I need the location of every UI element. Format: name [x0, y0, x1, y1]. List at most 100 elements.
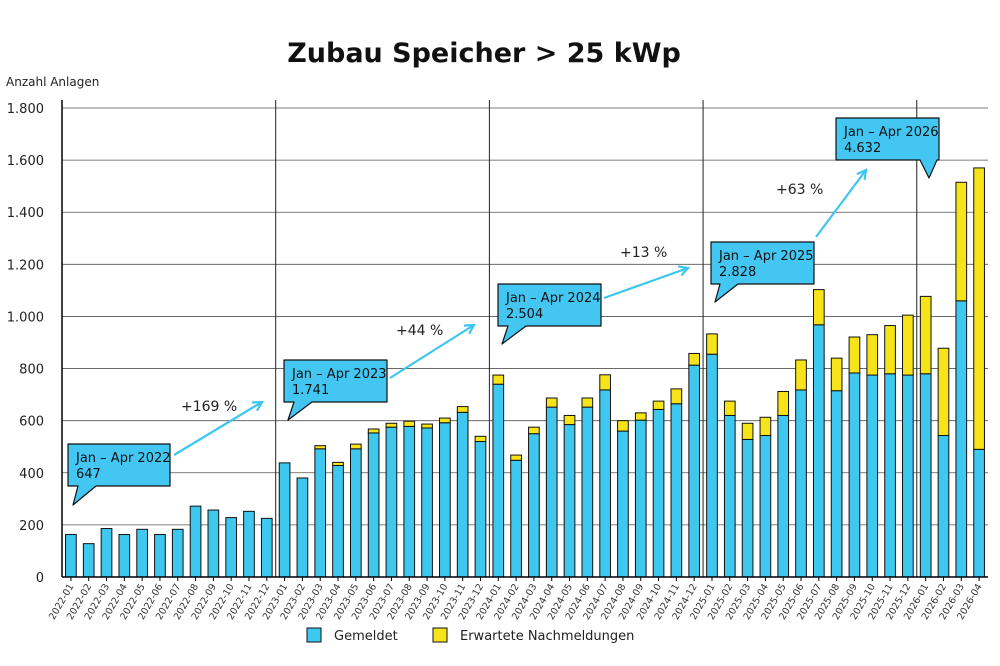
callout-box [283, 359, 388, 421]
bar-reported [118, 534, 131, 578]
x-tick-labels: 2022-012022-022022-032022-042022-052022-… [47, 582, 985, 622]
callout-value: 2.504 [506, 307, 543, 322]
bar-expected [367, 428, 380, 434]
callout-box [67, 443, 171, 506]
y-tick-labels: 0 200 400 600 800 1.000 1.200 1.400 1.600 1.800 [7, 102, 44, 586]
bar-expected [848, 336, 861, 374]
y-tick-label: 600 [19, 415, 44, 430]
bar-expected [545, 397, 558, 408]
legend: Gemeldet Erwartete Nachmeldungen [306, 627, 634, 644]
y-tick-label: 1.400 [7, 206, 44, 221]
y-tick-label: 1.800 [7, 102, 44, 117]
legend-swatch-expected [432, 627, 448, 643]
bar-reported [670, 403, 683, 578]
bar-expected [385, 422, 398, 428]
bar-expected [777, 390, 790, 416]
bar-expected [884, 325, 896, 375]
bar-reported [492, 383, 505, 578]
bar-expected [741, 422, 754, 440]
growth-arrow-head [463, 323, 476, 335]
callout-value: 647 [76, 467, 101, 482]
bar-reported [296, 477, 309, 578]
callout-label: Jan – Apr 2026 [843, 125, 939, 140]
bar-reported [599, 389, 611, 578]
bar-reported [973, 448, 985, 578]
bar-expected [581, 397, 594, 408]
y-tick-label: 400 [19, 467, 44, 482]
bar-reported [82, 543, 95, 578]
growth-arrow-line [173, 401, 263, 456]
bar-reported [421, 427, 433, 578]
bar-reported [136, 528, 148, 578]
callout-value: 4.632 [844, 141, 881, 156]
bar-reported [884, 373, 896, 578]
bar-expected [919, 295, 932, 375]
bar-expected [599, 374, 611, 391]
y-tick-label: 800 [19, 363, 44, 378]
callout-value: 1.741 [292, 383, 329, 398]
bar-reported [634, 419, 647, 578]
bar-reported [332, 464, 344, 578]
bar-reported [812, 324, 825, 578]
bar-reported [545, 406, 558, 578]
bar-reported [830, 390, 843, 578]
bar-expected [937, 347, 950, 437]
bar-reported [759, 435, 772, 578]
growth-arrow-head [677, 265, 691, 277]
callout-box [497, 283, 602, 345]
bar-expected [314, 445, 327, 450]
y-tick-label: 200 [19, 519, 44, 534]
bar-reported [688, 364, 701, 578]
callout-box [835, 117, 940, 179]
y-tick-label: 0 [36, 571, 44, 586]
bar-reported [243, 510, 255, 578]
bar-expected [688, 352, 701, 366]
bar-reported [349, 448, 362, 578]
bar-reported [581, 406, 594, 578]
bar-expected [421, 423, 433, 429]
bar-expected [830, 357, 843, 392]
bar-reported [225, 517, 238, 578]
bar-expected [795, 359, 807, 391]
bar-reported [795, 389, 807, 578]
bar-reported [617, 430, 629, 578]
callout-value: 2.828 [719, 265, 756, 280]
bar-reported [385, 426, 398, 578]
y-axis-label: Anzahl Anlagen [6, 75, 99, 89]
bar-reported [154, 534, 166, 578]
bar-reported [314, 448, 327, 578]
bar-reported [456, 411, 469, 578]
y-tick-label: 1.600 [7, 154, 44, 169]
bar-reported [510, 459, 522, 578]
bar-expected [474, 435, 487, 443]
bar-reported [955, 300, 968, 578]
bar-expected [403, 420, 416, 427]
y-tick-label: 1.200 [7, 258, 44, 273]
legend-label-expected: Erwartete Nachmeldungen [460, 629, 634, 644]
bar-expected [563, 414, 576, 426]
bar-reported [866, 374, 879, 578]
bar-expected [812, 289, 825, 326]
year-dividers [275, 100, 918, 577]
growth-label: +169 % [181, 399, 237, 415]
growth-arrow-line [815, 169, 867, 238]
axes [61, 100, 988, 581]
growth-label: +13 % [620, 245, 667, 261]
growth-label: +44 % [396, 323, 443, 339]
bar-expected [528, 426, 540, 435]
bar-expected [634, 412, 647, 421]
bar-reported [260, 517, 273, 578]
legend-swatch-reported [306, 627, 322, 643]
y-tick-label: 1.000 [7, 310, 44, 325]
callout-box [710, 241, 815, 303]
bar-reported [723, 414, 736, 578]
bar-reported [563, 424, 576, 578]
growth-arrows: +169 % +44 % +13 % +63 % [173, 168, 868, 456]
growth-arrow-line [389, 324, 475, 379]
bar-reported [189, 505, 202, 578]
callout-label: Jan – Apr 2025 [718, 249, 814, 264]
bar-reported [528, 433, 540, 578]
bar-expected [510, 454, 522, 461]
bar-reported [367, 432, 380, 578]
